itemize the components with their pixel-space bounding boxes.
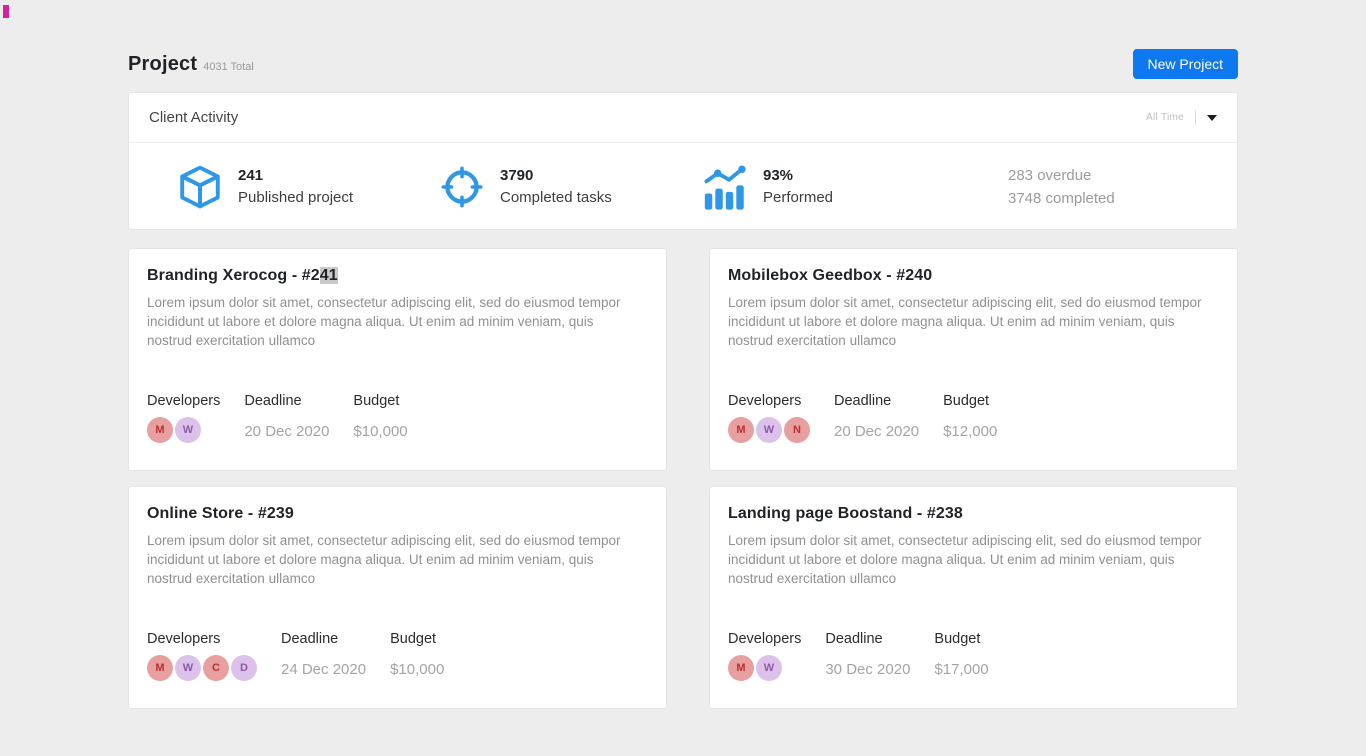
card-description: Lorem ipsum dolor sit amet, consectetur … <box>728 295 1202 348</box>
deadline-label: Deadline <box>244 393 302 409</box>
budget-label: Budget <box>353 393 400 409</box>
chevron-down-icon[interactable] <box>1207 115 1217 121</box>
deadline-label: Deadline <box>281 631 339 647</box>
budget-column: Budget $10,000 <box>353 393 407 443</box>
client-activity-panel: Client Activity All Time 241 Publ <box>128 92 1238 230</box>
avatar[interactable]: M <box>147 417 173 443</box>
completed-count: 3748 completed <box>1008 190 1115 207</box>
budget-column: Budget $12,000 <box>943 393 997 443</box>
developers-label: Developers <box>147 393 221 409</box>
project-cards-grid: Branding Xerocog - #241 Lorem ipsum dolo… <box>128 248 1238 749</box>
stat-value: 93% <box>763 167 794 184</box>
panel-header: Client Activity All Time <box>129 93 1237 143</box>
time-filter-label: All Time <box>1146 112 1184 123</box>
avatar[interactable]: D <box>231 655 257 681</box>
card-meta: Developers M W N Deadline 20 Dec 2020 Bu… <box>728 393 1219 443</box>
budget-value: $12,000 <box>943 423 998 440</box>
budget-label: Budget <box>943 393 990 409</box>
developers-label: Developers <box>728 393 802 409</box>
new-project-button[interactable]: New Project <box>1132 49 1238 79</box>
budget-label: Budget <box>934 631 981 647</box>
card-title: Branding Xerocog - #241 <box>147 267 338 284</box>
avatar[interactable]: M <box>728 655 754 681</box>
deadline-label: Deadline <box>825 631 883 647</box>
card-title: Online Store - #239 <box>147 505 294 522</box>
avatar[interactable]: W <box>175 417 201 443</box>
card-description: Lorem ipsum dolor sit amet, consectetur … <box>147 533 621 586</box>
deadline-value: 20 Dec 2020 <box>244 423 330 440</box>
stat-performed: 93% Performed <box>704 164 1008 210</box>
avatar-group: M W C D <box>147 655 257 681</box>
deadline-column: Deadline 20 Dec 2020 <box>244 393 329 443</box>
time-filter-dropdown[interactable]: All Time <box>1146 110 1217 125</box>
stat-value: 241 <box>238 167 264 184</box>
stat-label: Published project <box>238 189 354 206</box>
developers-column: Developers M W C D <box>147 631 257 681</box>
stats-row: 241 Published project <box>129 143 1237 229</box>
budget-column: Budget $10,000 <box>390 631 444 681</box>
page-header: Project 4031 Total New Project <box>128 48 1238 80</box>
budget-label: Budget <box>390 631 437 647</box>
avatar[interactable]: M <box>728 417 754 443</box>
filter-divider <box>1195 110 1196 125</box>
stat-label: Performed <box>763 189 834 206</box>
budget-value: $10,000 <box>353 423 408 440</box>
developers-label: Developers <box>728 631 802 647</box>
project-card: Branding Xerocog - #241 Lorem ipsum dolo… <box>128 248 667 471</box>
cube-icon <box>179 164 221 210</box>
stat-label: Completed tasks <box>500 189 612 206</box>
deadline-column: Deadline 24 Dec 2020 <box>281 631 366 681</box>
panel-title: Client Activity <box>149 109 239 126</box>
card-meta: Developers M W Deadline 30 Dec 2020 Budg… <box>728 631 1219 681</box>
main-container: Project 4031 Total New Project Client Ac… <box>128 0 1238 749</box>
page-total-count: 4031 Total <box>203 60 254 73</box>
page-title: Project <box>128 52 198 75</box>
bar-chart-icon <box>704 164 746 210</box>
stat-value: 3790 <box>500 167 534 184</box>
developers-column: Developers M W <box>147 393 220 443</box>
card-meta: Developers M W C D Deadline 24 Dec 2020 … <box>147 631 648 681</box>
selected-text: 41 <box>319 267 338 284</box>
stat-published: 241 Published project <box>179 164 441 210</box>
deadline-label: Deadline <box>834 393 892 409</box>
avatar[interactable]: N <box>784 417 810 443</box>
avatar[interactable]: W <box>756 655 782 681</box>
corner-artifact <box>3 5 9 18</box>
avatar-group: M W <box>147 417 220 443</box>
avatar-group: M W N <box>728 417 810 443</box>
target-icon <box>441 164 483 210</box>
avatar-group: M W <box>728 655 801 681</box>
deadline-column: Deadline 20 Dec 2020 <box>834 393 919 443</box>
stat-summary: 283 overdue 3748 completed <box>1008 164 1237 210</box>
budget-value: $17,000 <box>934 661 989 678</box>
deadline-value: 24 Dec 2020 <box>281 661 367 678</box>
card-description: Lorem ipsum dolor sit amet, consectetur … <box>728 533 1202 586</box>
avatar[interactable]: W <box>756 417 782 443</box>
developers-column: Developers M W <box>728 631 801 681</box>
deadline-column: Deadline 30 Dec 2020 <box>825 631 910 681</box>
stat-completed-tasks: 3790 Completed tasks <box>441 164 704 210</box>
project-card: Mobilebox Geedbox - #240 Lorem ipsum dol… <box>709 248 1238 471</box>
project-card: Online Store - #239 Lorem ipsum dolor si… <box>128 486 667 709</box>
developers-column: Developers M W N <box>728 393 810 443</box>
avatar[interactable]: M <box>147 655 173 681</box>
deadline-value: 30 Dec 2020 <box>825 661 911 678</box>
avatar[interactable]: C <box>203 655 229 681</box>
project-card: Landing page Boostand - #238 Lorem ipsum… <box>709 486 1238 709</box>
developers-label: Developers <box>147 631 221 647</box>
budget-column: Budget $17,000 <box>934 631 988 681</box>
card-title: Mobilebox Geedbox - #240 <box>728 267 933 284</box>
card-meta: Developers M W Deadline 20 Dec 2020 Budg… <box>147 393 648 443</box>
card-title: Landing page Boostand - #238 <box>728 505 963 522</box>
budget-value: $10,000 <box>390 661 445 678</box>
deadline-value: 20 Dec 2020 <box>834 423 920 440</box>
overdue-count: 283 overdue <box>1008 167 1092 184</box>
card-description: Lorem ipsum dolor sit amet, consectetur … <box>147 295 621 348</box>
avatar[interactable]: W <box>175 655 201 681</box>
title-wrap: Project 4031 Total <box>128 53 254 76</box>
